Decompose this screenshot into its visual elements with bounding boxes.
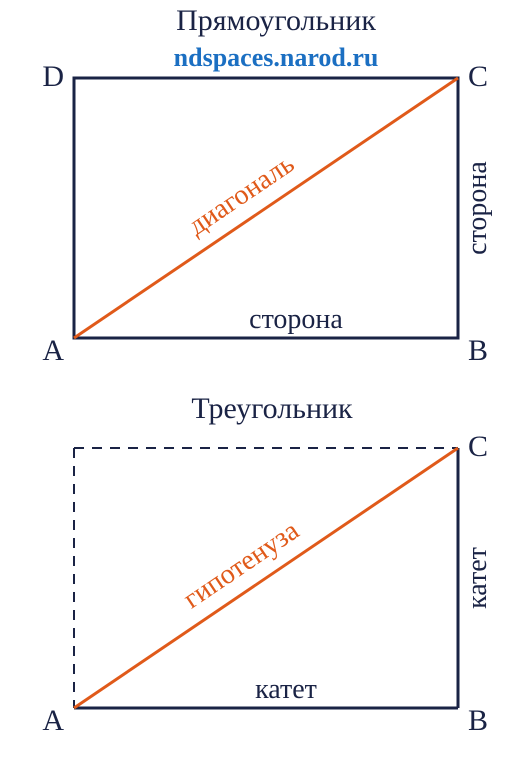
rectangle-title: Прямоугольник (176, 4, 376, 37)
rectangle-side-bottom: сторона (249, 304, 343, 335)
geometry-diagram: Прямоугольник ndspaces.narod.ru D C A B … (0, 0, 514, 769)
tri-vertex-A: A (42, 704, 64, 737)
triangle-leg-right-label: катет (462, 547, 493, 609)
tri-vertex-B: B (468, 704, 488, 737)
vertex-C: C (468, 60, 488, 93)
tri-vertex-C: C (468, 430, 488, 463)
rectangle-diagonal-label: диагональ (183, 148, 300, 241)
vertex-D: D (42, 60, 64, 93)
vertex-B: B (468, 334, 488, 367)
watermark: ndspaces.narod.ru (174, 43, 379, 72)
vertex-A: A (42, 334, 64, 367)
triangle-hypotenuse (74, 448, 458, 708)
triangle-title: Треугольник (191, 392, 353, 425)
rectangle-side-right: сторона (462, 161, 493, 255)
rectangle-diagonal (74, 78, 458, 338)
triangle-leg-bottom-label: катет (255, 674, 317, 705)
